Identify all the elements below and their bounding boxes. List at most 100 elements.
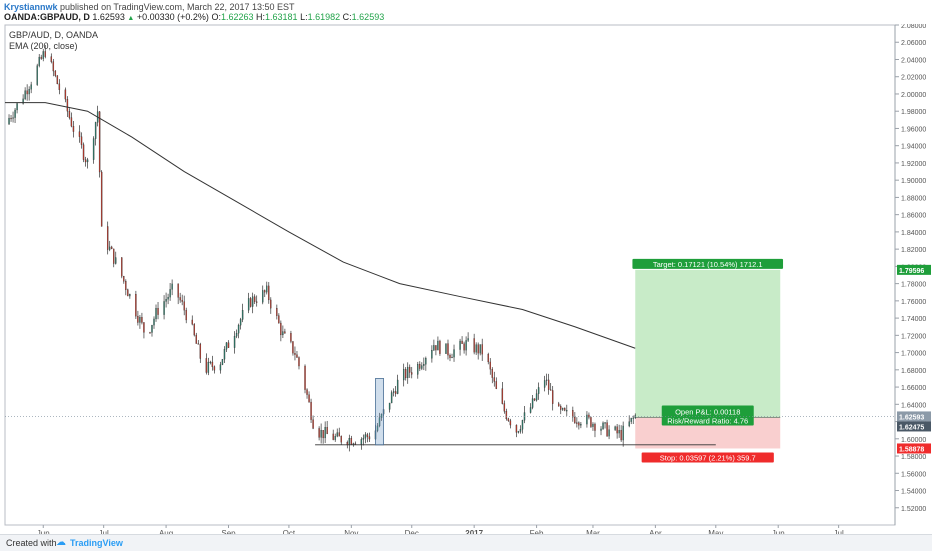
close-label: C:	[342, 12, 352, 22]
published-text: published on TradingView.com, March 22, …	[57, 2, 295, 12]
candle-body	[129, 294, 131, 297]
candle-body	[167, 297, 169, 300]
candle-body	[58, 83, 61, 90]
candle-body	[141, 317, 143, 323]
y-tick-label: 2.06000	[901, 40, 926, 47]
candle-body	[537, 387, 540, 394]
candle-body	[84, 159, 87, 163]
candle-body	[491, 369, 493, 378]
candle-body	[620, 430, 622, 441]
x-tick-label: Mar	[586, 529, 600, 534]
tradingview-brand-link[interactable]: TradingView	[70, 538, 123, 548]
candle-body	[155, 308, 157, 320]
candle-body	[445, 343, 447, 354]
close-value: 1.62593	[351, 12, 385, 22]
candle-body	[588, 414, 590, 418]
candle-body	[529, 407, 532, 413]
y-tick-label: 1.52000	[901, 506, 926, 513]
candle-body	[197, 343, 200, 345]
author-link[interactable]: Krystiannwk	[4, 2, 58, 12]
x-axis[interactable]: Jun Jul Aug Sep Oct Nov Dec 2017 Feb Mar Apr May Jun…	[37, 525, 844, 538]
y-tick-label: 2.08000	[901, 24, 926, 30]
y-tick-label: 2.00000	[901, 92, 926, 99]
candle-body	[564, 408, 566, 411]
candle-body	[266, 285, 268, 293]
candle-body	[276, 308, 278, 316]
candle-body	[78, 131, 81, 137]
candle-body	[592, 423, 594, 427]
candle-body	[388, 402, 391, 410]
candle-body	[219, 364, 222, 371]
candle-body	[503, 403, 506, 412]
candle-body	[352, 443, 355, 445]
candle-body	[535, 393, 538, 401]
candles-layer	[8, 45, 636, 452]
y-tick-label: 1.90000	[901, 178, 926, 185]
candle-body	[80, 136, 83, 145]
candle-body	[28, 89, 30, 95]
candle-body	[50, 56, 53, 62]
candle-body	[507, 418, 510, 421]
candle-body	[111, 246, 113, 250]
x-tick-label: Oct	[283, 529, 296, 534]
y-tick-label: 1.92000	[901, 161, 926, 168]
rr-label: Risk/Reward Ratio: 4.76	[667, 416, 748, 425]
candle-body	[616, 426, 618, 434]
candle-body	[92, 138, 95, 160]
x-tick-label: Aug	[159, 529, 173, 534]
price-tag-entry: 1.62475	[899, 424, 924, 431]
candle-body	[487, 354, 489, 363]
candle-body	[543, 380, 546, 388]
candle-body	[519, 429, 522, 432]
candle-body	[604, 422, 606, 424]
candle-body	[340, 436, 342, 443]
candle-body	[390, 392, 393, 404]
candle-body	[253, 296, 256, 302]
candle-body	[350, 438, 353, 445]
candle-body	[270, 299, 272, 309]
candle-body	[292, 341, 294, 354]
candle-body	[64, 89, 67, 100]
x-tick-label: Jun	[772, 529, 785, 534]
candle-body	[578, 422, 580, 426]
candle-body	[282, 331, 284, 336]
candle-body	[449, 355, 451, 358]
candle-body	[149, 332, 151, 334]
candle-body	[221, 359, 224, 365]
y-tick-label: 1.64000	[901, 402, 926, 409]
candle-body	[622, 425, 624, 441]
candle-body	[431, 350, 433, 359]
chart-area[interactable]: GBP/AUD, D, OANDA EMA (200, close) 1.520…	[0, 23, 932, 538]
candle-body	[495, 381, 498, 389]
candle-body	[509, 420, 512, 426]
candle-body	[368, 436, 371, 440]
long-position-tool[interactable]: Target: 0.17121 (10.54%) 1712.1 Stop: 0.0…	[632, 258, 784, 463]
indicator-label: EMA (200, close)	[9, 41, 78, 51]
y-tick-label: 1.96000	[901, 126, 926, 133]
candle-body	[26, 90, 28, 95]
candle-body	[177, 283, 179, 298]
candle-body	[113, 248, 115, 264]
price-chart[interactable]: GBP/AUD, D, OANDA EMA (200, close) 1.520…	[0, 23, 932, 538]
candle-body	[233, 336, 236, 348]
price-tag-bg	[897, 421, 931, 432]
candle-body	[14, 109, 16, 118]
candle-body	[181, 299, 183, 302]
candle-body	[308, 394, 310, 403]
candle-body	[68, 111, 71, 118]
candle-body	[354, 443, 357, 445]
x-tick-label: Apr	[649, 529, 662, 534]
up-triangle-icon: ▲	[127, 15, 135, 22]
candle-body	[378, 417, 381, 427]
candle-body	[294, 353, 296, 355]
candle-body	[8, 117, 10, 125]
y-tick-label: 2.04000	[901, 57, 926, 64]
candle-body	[44, 51, 46, 57]
candle-body	[574, 416, 576, 423]
candle-body	[296, 354, 298, 358]
candle-body	[618, 430, 620, 434]
candle-body	[447, 343, 449, 356]
candle-body	[505, 411, 508, 420]
candle-body	[551, 390, 554, 404]
created-with-text: Created with	[6, 538, 57, 548]
